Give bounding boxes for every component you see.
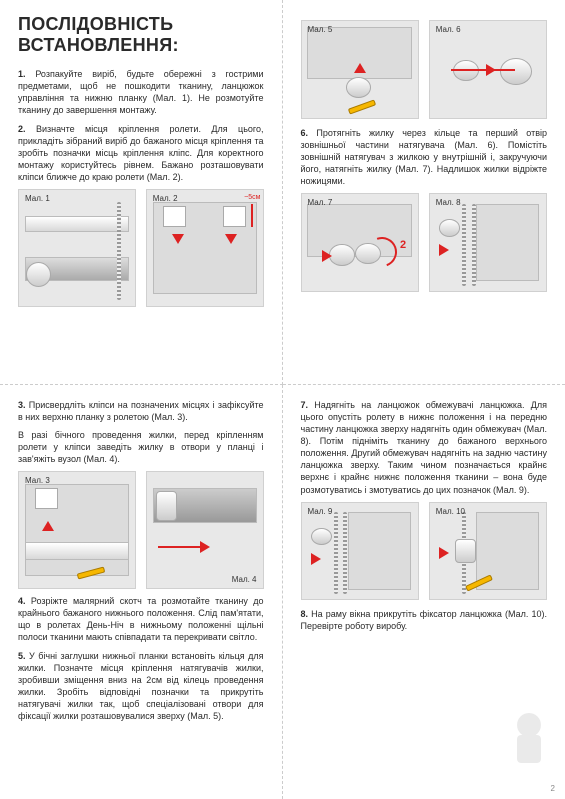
step-2: 2. Визначте місця кріплення ролети. Для …: [18, 123, 264, 184]
step-7: 7. Надягніть на ланцюжок обмежувачі ланц…: [301, 399, 548, 496]
figure-7-label: Мал. 7: [308, 198, 333, 207]
step-3b: В разі бічного проведення жилки, перед к…: [18, 429, 264, 465]
figure-7-arcnum: 2: [400, 239, 406, 251]
figure-2-label: Мал. 2: [153, 194, 178, 203]
page-title: ПОСЛІДОВНІСТЬ ВСТАНОВЛЕННЯ:: [18, 14, 264, 56]
step-1-text: Розпакуйте виріб, будьте обережні з гост…: [18, 69, 264, 115]
figure-2: Мал. 2 ~5см: [146, 189, 264, 307]
figure-3: Мал. 3: [18, 471, 136, 589]
figure-4-label: Мал. 4: [232, 575, 257, 584]
step-2-text: Визначте місця кріплення ролети. Для цьо…: [18, 124, 264, 183]
figure-5-label: Мал. 5: [308, 25, 333, 34]
step-3-text: Присвердліть кліпси на позначених місцях…: [18, 400, 264, 422]
figure-8-label: Мал. 8: [436, 198, 461, 207]
figure-3-label: Мал. 3: [25, 476, 50, 485]
step-5-text: У бічні заглушки нижньої планки встанові…: [18, 651, 264, 722]
figure-10-label: Мал. 10: [436, 507, 465, 516]
step-5: 5. У бічні заглушки нижньої планки встан…: [18, 650, 264, 723]
quadrant-top-right: Мал. 5 Мал. 6 6. Протягніть жилку через …: [283, 0, 565, 385]
figure-9: Мал. 9: [301, 502, 419, 601]
figure-4: Мал. 4: [146, 471, 264, 589]
figure-6: Мал. 6: [429, 20, 547, 119]
page-number: 2: [551, 784, 555, 793]
figure-5: Мал. 5: [301, 20, 419, 119]
step-1: 1. Розпакуйте виріб, будьте обережні з г…: [18, 68, 264, 117]
figure-6-label: Мал. 6: [436, 25, 461, 34]
figure-7: Мал. 7 2: [301, 193, 419, 292]
figure-1-label: Мал. 1: [25, 194, 50, 203]
quadrant-top-left: ПОСЛІДОВНІСТЬ ВСТАНОВЛЕННЯ: 1. Розпакуйт…: [0, 0, 283, 385]
step-6: 6. Протягніть жилку через кільце та перш…: [301, 127, 548, 188]
step-8-text: На раму вікна прикрутіть фіксатор ланцюж…: [301, 609, 548, 631]
step-4-text: Розріжте малярний скотч та розмотайте тк…: [18, 596, 264, 642]
step-7-text: Надягніть на ланцюжок обмежувачі ланцюжк…: [301, 400, 548, 495]
figure-2-dim: ~5см: [244, 194, 260, 201]
watermark-icon: [497, 707, 561, 771]
step-4: 4. Розріжте малярний скотч та розмотайте…: [18, 595, 264, 644]
figure-10: Мал. 10: [429, 502, 547, 601]
step-3: 3. Присвердліть кліпси на позначених міс…: [18, 399, 264, 423]
step-8: 8. На раму вікна прикрутіть фіксатор лан…: [301, 608, 548, 632]
figure-9-label: Мал. 9: [308, 507, 333, 516]
figure-1: Мал. 1: [18, 189, 136, 307]
figure-8: Мал. 8: [429, 193, 547, 292]
quadrant-bottom-left: 3. Присвердліть кліпси на позначених міс…: [0, 385, 283, 799]
quadrant-bottom-right: 7. Надягніть на ланцюжок обмежувачі ланц…: [283, 385, 565, 799]
step-6-text: Протягніть жилку через кільце та перший …: [301, 128, 548, 187]
